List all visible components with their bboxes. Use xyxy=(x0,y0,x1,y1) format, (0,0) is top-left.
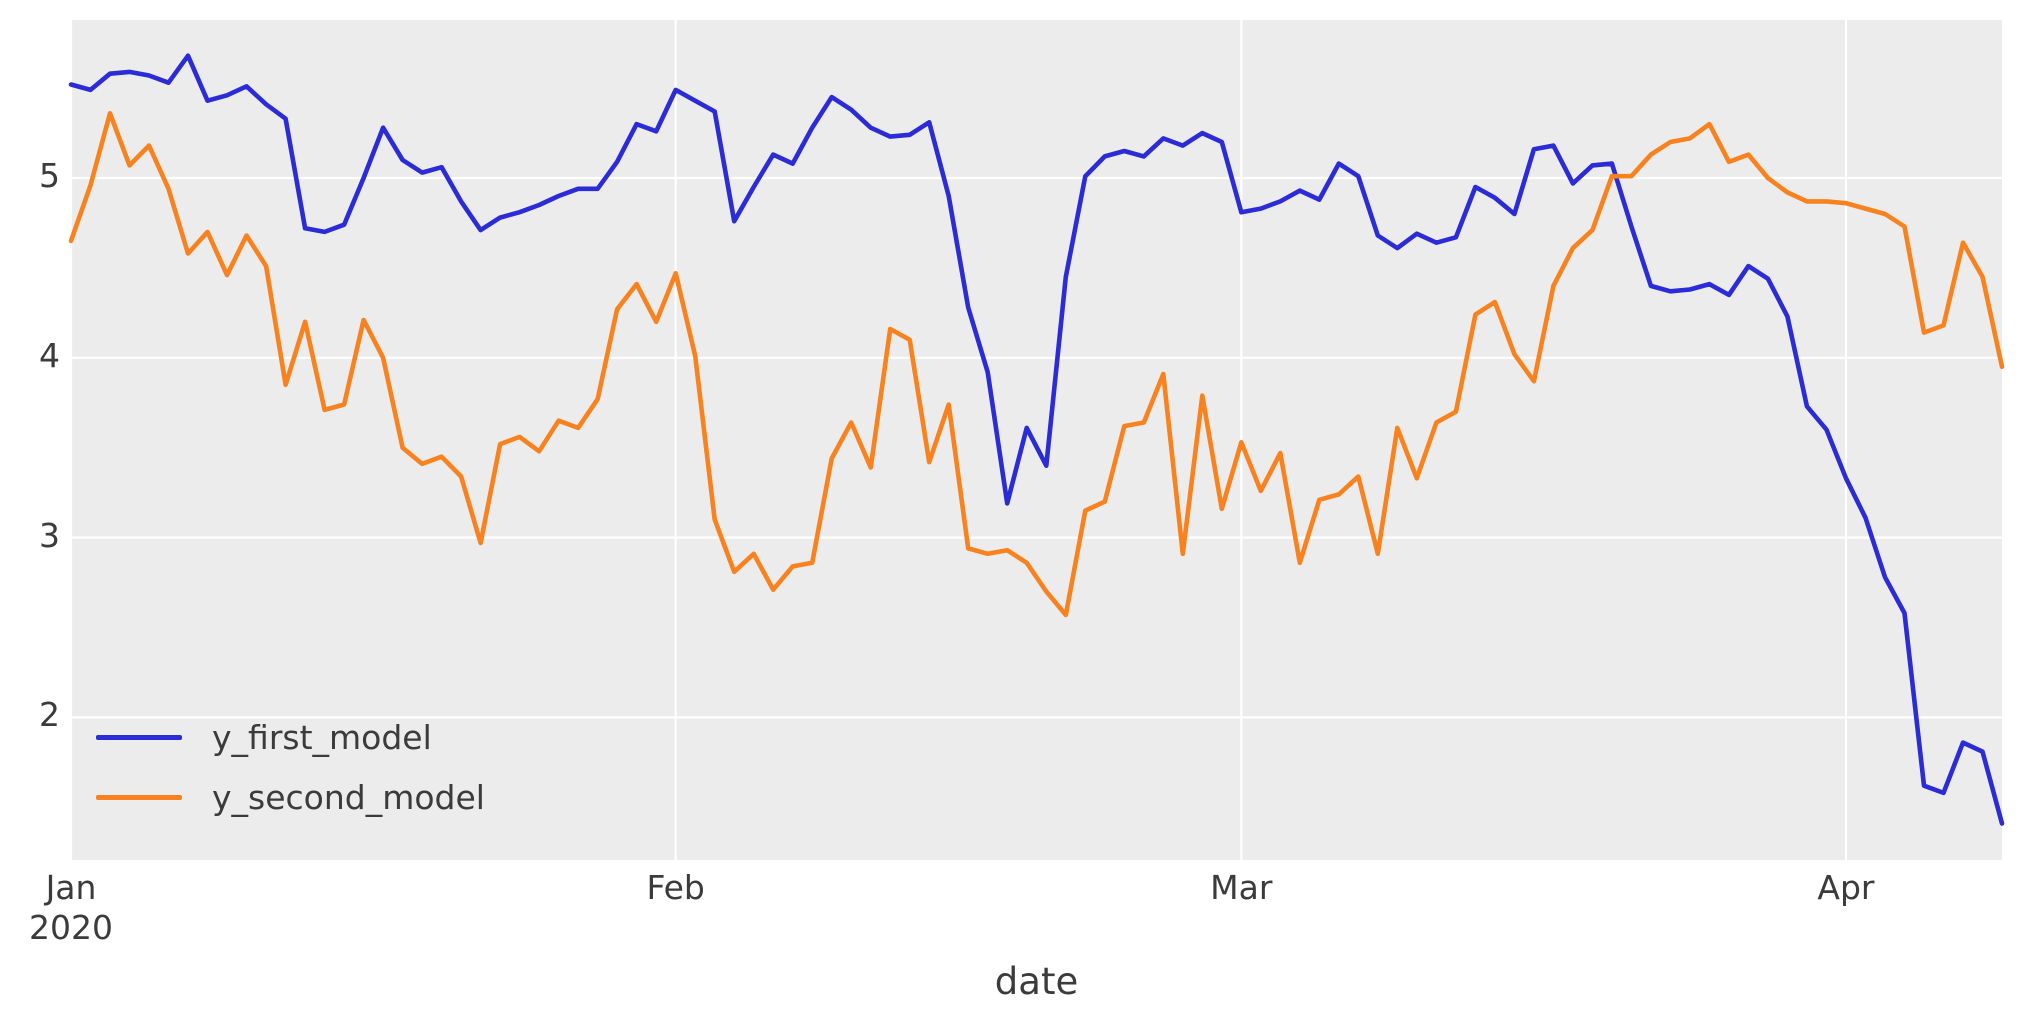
legend-item-y-first-model: y_first_model xyxy=(96,716,485,758)
legend-label: y_first_model xyxy=(212,717,432,757)
legend-line-swatch-blue xyxy=(96,734,182,740)
line-y-second-model xyxy=(68,111,2005,618)
legend: y_first_model y_second_model xyxy=(96,716,485,818)
x-tick-label-apr: Apr xyxy=(1817,868,1875,907)
x-tick-label-feb: Feb xyxy=(646,868,705,907)
x-tick-sublabel-2020: 2020 xyxy=(29,908,113,947)
y-tick-label-2: 2 xyxy=(39,695,60,735)
y-tick-label-3: 3 xyxy=(39,515,60,555)
legend-label: y_second_model xyxy=(212,777,485,817)
plot-area xyxy=(71,20,2002,860)
x-tick-label-jan: Jan xyxy=(45,868,97,907)
x-axis-title: date xyxy=(994,960,1079,1003)
line-y-first-model xyxy=(68,53,2005,826)
y-tick-label-4: 4 xyxy=(39,335,60,375)
gridlines xyxy=(69,20,2002,860)
legend-item-y-second-model: y_second_model xyxy=(96,776,485,818)
x-tick-label-mar: Mar xyxy=(1210,868,1273,907)
series-lines xyxy=(68,53,2005,826)
legend-line-swatch-orange xyxy=(96,794,182,800)
y-tick-label-5: 5 xyxy=(39,156,60,195)
